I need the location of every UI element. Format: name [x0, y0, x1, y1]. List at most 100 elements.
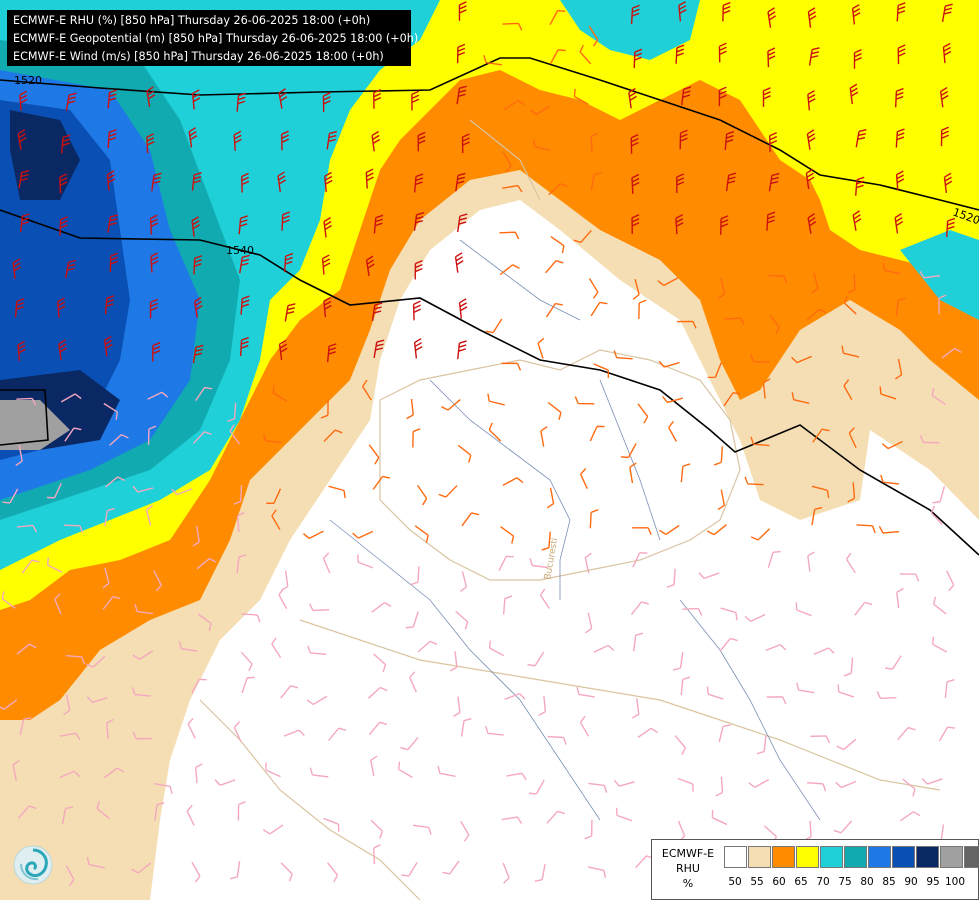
wind-barb	[153, 570, 162, 592]
wind-barb	[191, 89, 201, 110]
wind-barb	[767, 274, 788, 284]
wind-barb	[499, 264, 520, 276]
wind-barb	[414, 525, 429, 543]
wind-barb	[413, 212, 425, 231]
wind-barb	[719, 637, 738, 652]
borders	[199, 119, 941, 900]
wind-barb	[540, 426, 548, 447]
wind-barb	[579, 468, 588, 489]
wind-barb	[265, 762, 281, 778]
wind-barb	[18, 169, 30, 189]
wind-barb	[899, 811, 921, 822]
wind-barb	[546, 810, 565, 824]
wind-barb	[706, 524, 727, 536]
legend-tick-label: 80	[860, 876, 874, 888]
wind-barb	[810, 735, 831, 744]
wind-barb	[328, 485, 346, 499]
legend-title-line: RHU	[676, 862, 700, 875]
wind-barb	[674, 735, 687, 755]
wind-barb	[593, 363, 610, 378]
wind-barb	[843, 379, 853, 401]
wind-barb	[613, 779, 635, 787]
wind-barb	[487, 393, 505, 406]
wind-barb	[483, 54, 502, 66]
wind-barb	[65, 655, 86, 665]
wind-barb	[895, 170, 905, 191]
wind-barb	[59, 770, 81, 779]
wind-barb	[400, 736, 419, 751]
wind-barb	[628, 87, 637, 109]
legend-tick-label: 65	[794, 876, 808, 888]
wind-barb	[717, 489, 726, 511]
wind-barb	[534, 863, 546, 882]
wind-barb	[919, 270, 940, 279]
wind-barb	[538, 695, 547, 716]
wind-barb	[307, 645, 327, 656]
wind-barb	[63, 694, 71, 716]
wind-barb	[807, 551, 815, 572]
wind-barb	[193, 296, 203, 318]
wind-barb	[107, 214, 119, 233]
wind-barb	[795, 602, 812, 617]
wind-barb	[713, 446, 724, 466]
wind-barb	[240, 651, 253, 672]
wind-barb	[812, 428, 830, 443]
wind-barbs	[0, 1, 962, 887]
wind-barb	[322, 552, 331, 574]
wind-barb	[229, 424, 241, 445]
wind-barb	[579, 715, 590, 737]
legend-tick-label: 90	[904, 876, 918, 888]
wind-barb	[60, 393, 82, 403]
wind-barb	[145, 504, 154, 526]
wind-barb	[502, 22, 523, 31]
wind-barb	[323, 429, 343, 442]
wind-barb	[766, 696, 787, 705]
wind-barb	[280, 685, 299, 699]
wind-barb	[896, 2, 906, 22]
wind-barb	[938, 294, 947, 315]
wind-barb	[368, 444, 380, 465]
wind-barb	[574, 396, 595, 405]
legend-swatch	[796, 846, 819, 868]
wind-barb	[807, 781, 827, 792]
wind-barb	[409, 671, 417, 693]
wind-barb	[405, 611, 419, 629]
wind-barb	[309, 767, 329, 778]
wind-barb	[882, 263, 901, 275]
wind-barb	[16, 643, 37, 655]
wind-barb	[371, 602, 392, 613]
legend-title: ECMWF-E RHU %	[656, 846, 720, 891]
wind-barb	[440, 399, 461, 411]
wind-barb	[277, 171, 287, 192]
wind-barb	[151, 342, 161, 362]
wind-barb	[767, 47, 776, 68]
wind-barb	[485, 318, 503, 334]
wind-barb	[849, 83, 859, 105]
wind-barb	[149, 298, 158, 319]
wind-barb	[633, 632, 644, 652]
wind-barb	[706, 686, 724, 700]
wind-barb	[943, 172, 953, 194]
wind-barb	[590, 172, 602, 191]
wind-barb	[545, 259, 564, 274]
wind-barb	[417, 640, 438, 653]
wind-barb	[630, 601, 649, 615]
wind-barb	[675, 44, 685, 64]
wind-barb	[588, 782, 608, 793]
wind-barb	[841, 345, 860, 358]
wind-barb	[666, 568, 676, 588]
wind-barb	[837, 684, 855, 698]
wind-barb	[803, 820, 812, 841]
wind-barb	[106, 170, 116, 191]
wind-barb	[722, 1, 731, 22]
band-70-ne	[560, 0, 700, 60]
wind-barb	[682, 607, 703, 616]
wind-barb	[836, 738, 857, 751]
wind-barb	[2, 488, 19, 504]
wind-barb	[19, 90, 28, 111]
wind-barb	[813, 647, 835, 655]
wind-barb	[280, 570, 289, 591]
wind-barb	[326, 130, 338, 150]
band-95	[0, 400, 70, 450]
wind-barb	[401, 862, 418, 877]
